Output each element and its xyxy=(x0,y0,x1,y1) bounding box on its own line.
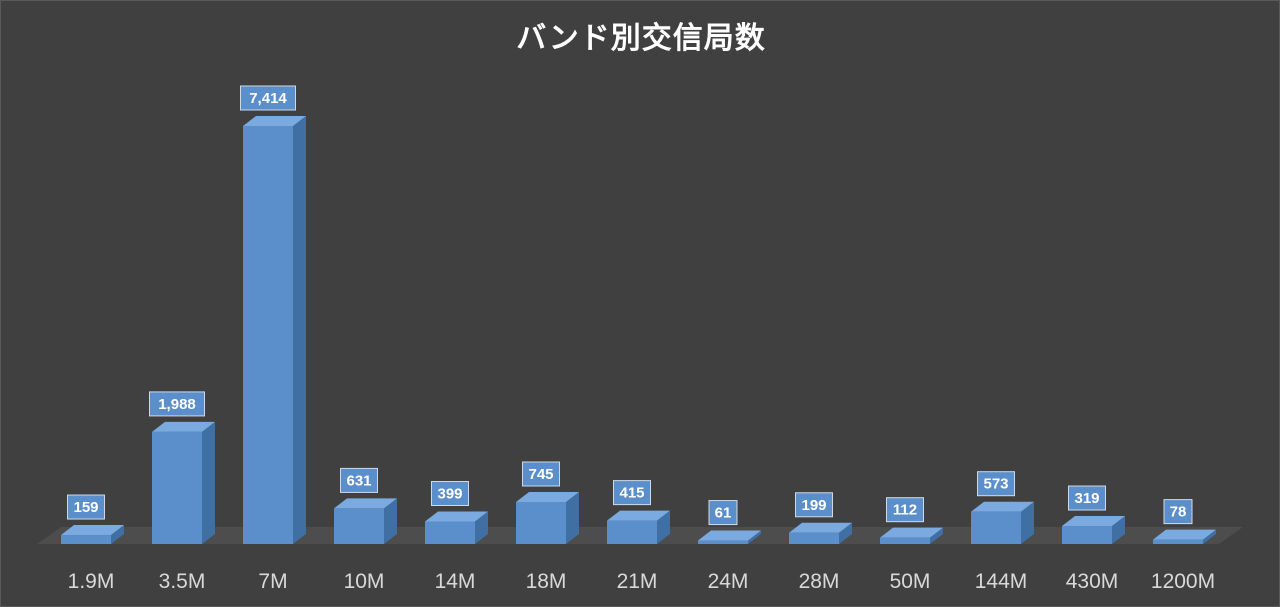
data-label: 7,414 xyxy=(249,90,287,107)
x-tick-label: 10M xyxy=(344,570,385,593)
bar-top xyxy=(1153,529,1216,540)
data-label-box xyxy=(1068,485,1106,511)
bar-group xyxy=(425,511,488,544)
bar xyxy=(880,537,930,544)
bar-group xyxy=(1153,529,1216,544)
bar-side xyxy=(566,491,579,544)
bar xyxy=(1153,539,1203,544)
x-tick-label: 430M xyxy=(1066,570,1119,593)
data-label-box xyxy=(886,497,924,523)
bar-group xyxy=(1062,516,1125,544)
data-label: 573 xyxy=(983,476,1008,493)
bar-side xyxy=(384,498,397,544)
data-label-box xyxy=(977,471,1015,497)
bar xyxy=(971,511,1021,544)
bar-top xyxy=(61,525,124,536)
bar-side xyxy=(930,527,943,544)
data-label: 399 xyxy=(437,486,462,503)
bar-group xyxy=(971,501,1034,544)
bar-top xyxy=(607,510,670,521)
bar-side xyxy=(1021,501,1034,544)
bar-top xyxy=(789,522,852,533)
data-label: 78 xyxy=(1170,504,1187,521)
bar-group xyxy=(152,421,215,544)
bar-top xyxy=(971,501,1034,512)
x-tick-label: 1200M xyxy=(1151,570,1215,593)
data-label: 1,988 xyxy=(158,396,196,413)
data-label-box xyxy=(795,492,833,518)
bar-group xyxy=(516,491,579,544)
bar-side xyxy=(293,116,306,544)
bar-top xyxy=(243,116,306,126)
bar-group xyxy=(880,527,943,544)
x-tick-label: 21M xyxy=(617,570,658,593)
data-label: 199 xyxy=(801,497,826,514)
bar-top xyxy=(698,530,761,541)
data-label-box xyxy=(1163,499,1193,525)
bar xyxy=(61,535,111,544)
x-tick-label: 1.9M xyxy=(68,570,115,593)
data-label: 112 xyxy=(893,502,917,519)
bar xyxy=(789,532,839,544)
data-label-box xyxy=(522,461,560,487)
bar-side xyxy=(475,511,488,544)
x-tick-label: 50M xyxy=(890,570,931,593)
bar-group xyxy=(789,522,852,544)
bar-group xyxy=(61,525,124,544)
bar-side xyxy=(202,421,215,544)
bar-group xyxy=(243,116,306,544)
data-label-box xyxy=(67,494,105,520)
bar-top xyxy=(425,511,488,522)
bar-top xyxy=(880,527,943,538)
x-tick-label: 144M xyxy=(975,570,1028,593)
bar-group xyxy=(698,530,761,544)
bar-side xyxy=(1203,529,1216,544)
x-tick-label: 3.5M xyxy=(159,570,206,593)
bar xyxy=(152,431,202,544)
bar-side xyxy=(839,522,852,544)
chart-title: バンド別交信局数 xyxy=(516,21,766,56)
data-label-box xyxy=(240,85,296,111)
bar xyxy=(698,540,748,544)
data-label: 159 xyxy=(73,499,98,516)
data-label-box xyxy=(431,481,469,507)
data-label-box xyxy=(340,467,378,493)
x-tick-label: 7M xyxy=(258,570,287,593)
bar xyxy=(1062,526,1112,544)
data-label: 745 xyxy=(528,466,553,483)
bar-group xyxy=(334,498,397,544)
data-label: 319 xyxy=(1074,490,1099,507)
bar-group xyxy=(607,510,670,544)
bar-top xyxy=(152,421,215,432)
x-tick-label: 18M xyxy=(526,570,567,593)
bar-top xyxy=(334,498,397,509)
bar xyxy=(607,520,657,544)
x-tick-label: 28M xyxy=(799,570,840,593)
bar-side xyxy=(111,525,124,544)
data-label: 631 xyxy=(346,472,371,489)
bar-top xyxy=(516,491,579,502)
x-tick-label: 24M xyxy=(708,570,749,593)
bar xyxy=(425,521,475,544)
bar-side xyxy=(657,510,670,544)
data-label-box xyxy=(708,500,738,526)
data-label-box xyxy=(613,480,651,506)
data-label: 415 xyxy=(619,485,644,502)
data-label: 61 xyxy=(715,505,732,522)
data-label-box xyxy=(149,391,205,417)
bar-side xyxy=(748,530,761,544)
bar xyxy=(516,501,566,544)
bar xyxy=(334,508,384,544)
bar-top xyxy=(1062,516,1125,527)
bar xyxy=(243,126,293,544)
bar-side xyxy=(1112,516,1125,544)
x-tick-label: 14M xyxy=(435,570,476,593)
